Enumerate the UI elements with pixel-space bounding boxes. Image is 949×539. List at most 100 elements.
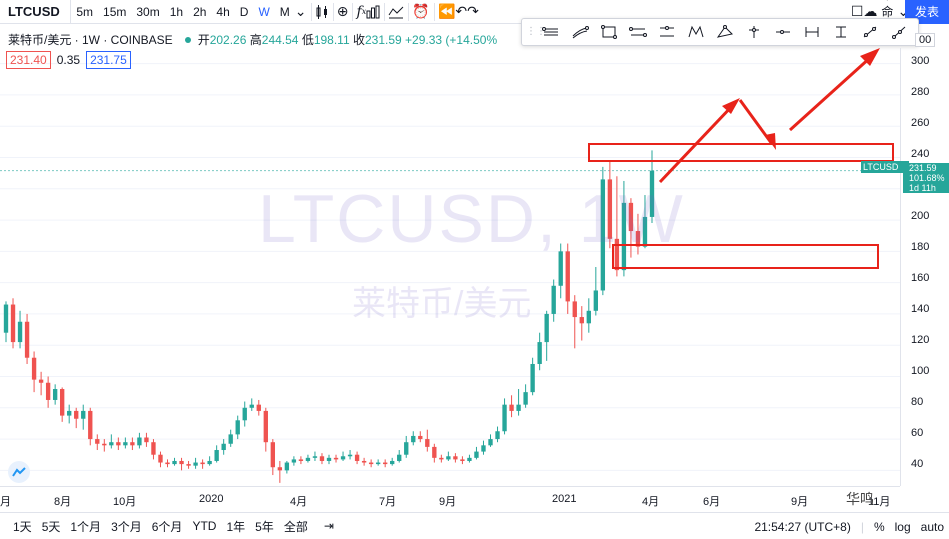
timeframe-1h[interactable]: 1h — [169, 4, 184, 19]
templates-icon[interactable] — [388, 0, 404, 24]
candle-body — [10, 304, 16, 343]
compare-plus-icon[interactable]: ⊕ — [336, 3, 349, 19]
regression-trend-icon[interactable] — [565, 19, 594, 45]
rectangle-icon[interactable] — [594, 19, 623, 45]
timeframe-4h[interactable]: 4h — [216, 4, 230, 19]
candle-body — [333, 457, 339, 460]
candle-body — [404, 442, 409, 455]
clock-time[interactable]: 21:54:27 (UTC+8) — [754, 519, 851, 534]
timeframe-m[interactable]: M — [279, 4, 290, 19]
alarm-clock-icon[interactable]: ⏰ — [412, 3, 430, 19]
candle — [95, 434, 100, 451]
candle — [495, 426, 500, 443]
candle — [382, 459, 388, 468]
candle-body — [67, 410, 72, 416]
auto-toggle[interactable]: auto — [920, 519, 944, 534]
publish-button[interactable]: 发表 — [905, 0, 949, 24]
candle — [537, 332, 542, 371]
disjoint-channel-icon[interactable] — [623, 19, 652, 45]
candle-body — [151, 442, 156, 455]
candle-body — [298, 459, 304, 461]
price-tick: 60 — [911, 427, 924, 439]
percent-toggle[interactable]: % — [873, 519, 885, 534]
ask-button[interactable]: 231.75 — [86, 51, 131, 69]
goto-date-icon[interactable]: ⇥ — [323, 519, 334, 533]
symbol-watermark: LTCUSD, 1W — [258, 181, 685, 257]
date-range-icon[interactable] — [797, 19, 826, 45]
drag-handle-icon[interactable]: ⋮⋮ — [526, 26, 546, 37]
undo-icon[interactable]: ↶ — [455, 3, 468, 19]
time-tick: 6月 — [703, 496, 721, 508]
candle-body — [319, 456, 325, 461]
ray-icon[interactable] — [884, 19, 913, 45]
range-1m[interactable]: 1个月 — [70, 519, 102, 534]
candle-body — [390, 460, 395, 465]
layout-square-icon[interactable]: ☐ — [850, 3, 864, 19]
high-value: 244.54 — [261, 32, 299, 47]
trend-line-icon[interactable] — [855, 19, 884, 45]
candle — [488, 434, 493, 447]
candle-body — [453, 456, 458, 460]
candles-type-icon[interactable] — [315, 0, 329, 24]
symbol-legend: 莱特币/美元 · 1W · COINBASE 开 202.26 高 244.54 低… — [8, 31, 497, 48]
range-5d[interactable]: 5天 — [41, 519, 61, 534]
log-toggle[interactable]: log — [894, 519, 911, 534]
candle — [242, 401, 247, 427]
financials-icon[interactable] — [366, 0, 380, 24]
candle — [467, 454, 472, 463]
long-position-icon[interactable] — [739, 19, 768, 45]
price-chart[interactable] — [0, 0, 900, 486]
range-3m[interactable]: 3个月 — [111, 519, 142, 534]
xabcd-pattern-icon[interactable] — [681, 19, 710, 45]
candle — [284, 460, 290, 474]
flat-top-bottom-icon[interactable] — [652, 19, 681, 45]
candle — [81, 404, 86, 430]
text-anchor-icon[interactable] — [826, 19, 855, 45]
candle — [31, 351, 37, 393]
price-axis[interactable]: 300 280 260 240 220 200 180 160 140 120 … — [900, 48, 949, 486]
range-all[interactable]: 全部 — [283, 519, 308, 534]
candle — [565, 243, 570, 314]
time-tick: 2021 — [552, 493, 577, 505]
candle-body — [59, 389, 65, 416]
range-ytd[interactable]: YTD — [192, 519, 217, 533]
timeframe-d[interactable]: D — [239, 4, 249, 19]
candle-body — [439, 457, 444, 460]
time-tick: 2020 — [199, 493, 224, 505]
redo-icon[interactable]: ↷ — [467, 3, 479, 19]
parallel-channel-icon[interactable] — [536, 19, 565, 45]
symbol-search[interactable]: LTCUSD — [0, 0, 71, 24]
candle — [600, 166, 606, 296]
range-1d[interactable]: 1天 — [13, 519, 32, 534]
chevron-down-icon[interactable]: ⌄ — [897, 3, 910, 19]
range-1y[interactable]: 1年 — [226, 519, 246, 534]
series-tag: LTCUSD — [861, 161, 909, 173]
bid-ask-row: 231.40 0.35 231.75 — [6, 51, 131, 69]
time-tick: 10月 — [113, 496, 137, 508]
time-axis[interactable]: 月 8月 10月 2020 4月 7月 9月 2021 4月 6月 9月 11月 — [0, 486, 900, 510]
timeframe-w[interactable]: W — [258, 4, 270, 19]
candle — [572, 295, 577, 349]
timeframe-30m[interactable]: 30m — [136, 4, 160, 19]
candle — [214, 445, 219, 463]
bid-button[interactable]: 231.40 — [6, 51, 51, 69]
timeframe-15m[interactable]: 15m — [103, 4, 127, 19]
range-6m[interactable]: 6个月 — [151, 519, 183, 534]
tradingview-logo-icon[interactable] — [8, 461, 30, 483]
candle — [607, 160, 613, 249]
candle — [38, 371, 44, 396]
triangle-pattern-icon[interactable] — [710, 19, 739, 45]
countdown-tag: 1d 11h — [903, 183, 949, 193]
range-5y[interactable]: 5年 — [255, 519, 274, 534]
candle-body — [116, 442, 121, 446]
chevron-down-icon[interactable]: ⌄ — [294, 3, 307, 19]
timeframe-5m[interactable]: 5m — [76, 4, 94, 19]
candle — [319, 453, 325, 465]
replay-icon[interactable]: ⏪ — [437, 3, 456, 19]
timeframe-2h[interactable]: 2h — [193, 4, 207, 19]
cloud-icon[interactable]: ☁ — [863, 3, 878, 19]
horizontal-ray-icon[interactable] — [768, 19, 797, 45]
candle — [88, 407, 93, 446]
candles — [3, 150, 655, 483]
